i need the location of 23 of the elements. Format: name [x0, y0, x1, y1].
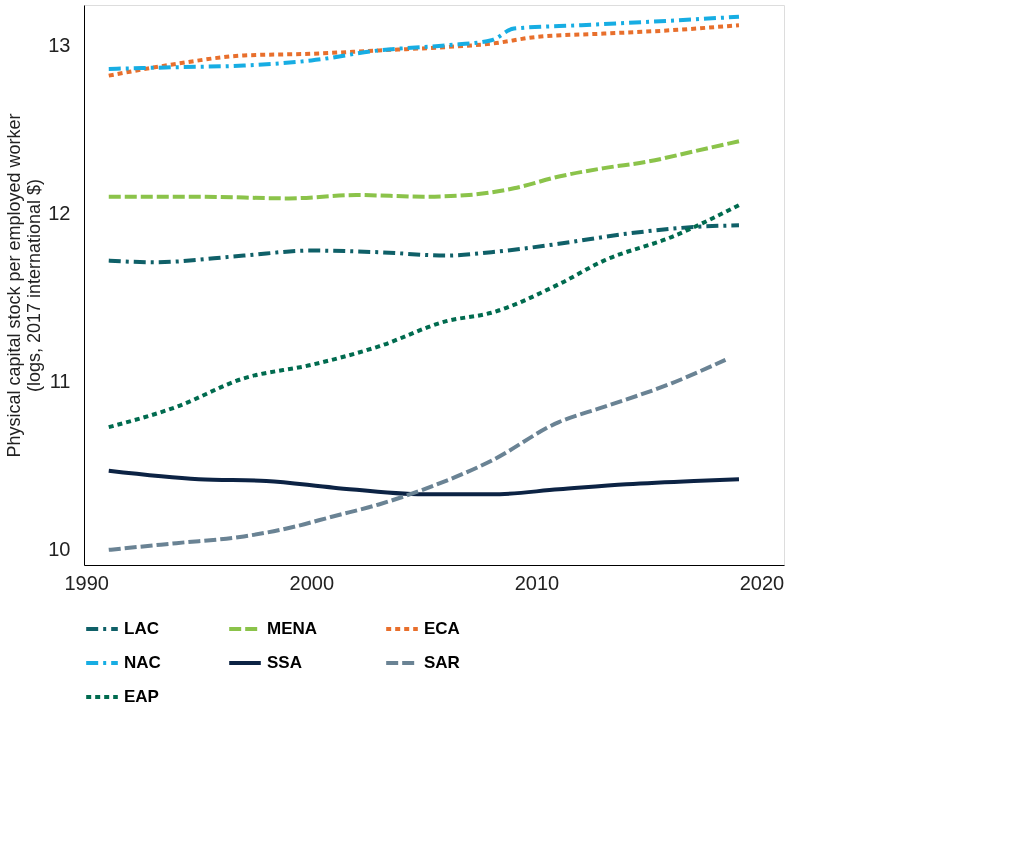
line-series: [106, 357, 728, 552]
legend-label: LAC: [124, 619, 159, 638]
x-tick-label: 2010: [514, 571, 560, 594]
legend-label: EAP: [124, 687, 159, 706]
line-series: [106, 468, 741, 497]
legend-label: MENA: [267, 619, 318, 638]
legend-label: SSA: [267, 653, 302, 672]
legend-label: ECA: [424, 619, 460, 638]
legend-label: NAC: [124, 653, 161, 672]
y-axis-title: Physical capital stock per employed worker (logs, 2017 international $): [4, 113, 45, 458]
y-tick-label: 12: [48, 202, 71, 225]
line-series: [106, 203, 741, 430]
y-tick-label: 11: [49, 370, 71, 393]
line-series: [106, 223, 741, 265]
x-tick-label: 1990: [64, 571, 109, 594]
x-tick-label: 2020: [739, 571, 785, 594]
y-tick-label: 10: [48, 538, 71, 561]
line-series: [106, 14, 741, 71]
x-tick-label: 2000: [289, 571, 335, 594]
line-series: [106, 23, 741, 78]
legend-label: SAR: [424, 653, 460, 672]
line-series: [106, 139, 741, 201]
y-tick-label: 13: [48, 33, 71, 56]
